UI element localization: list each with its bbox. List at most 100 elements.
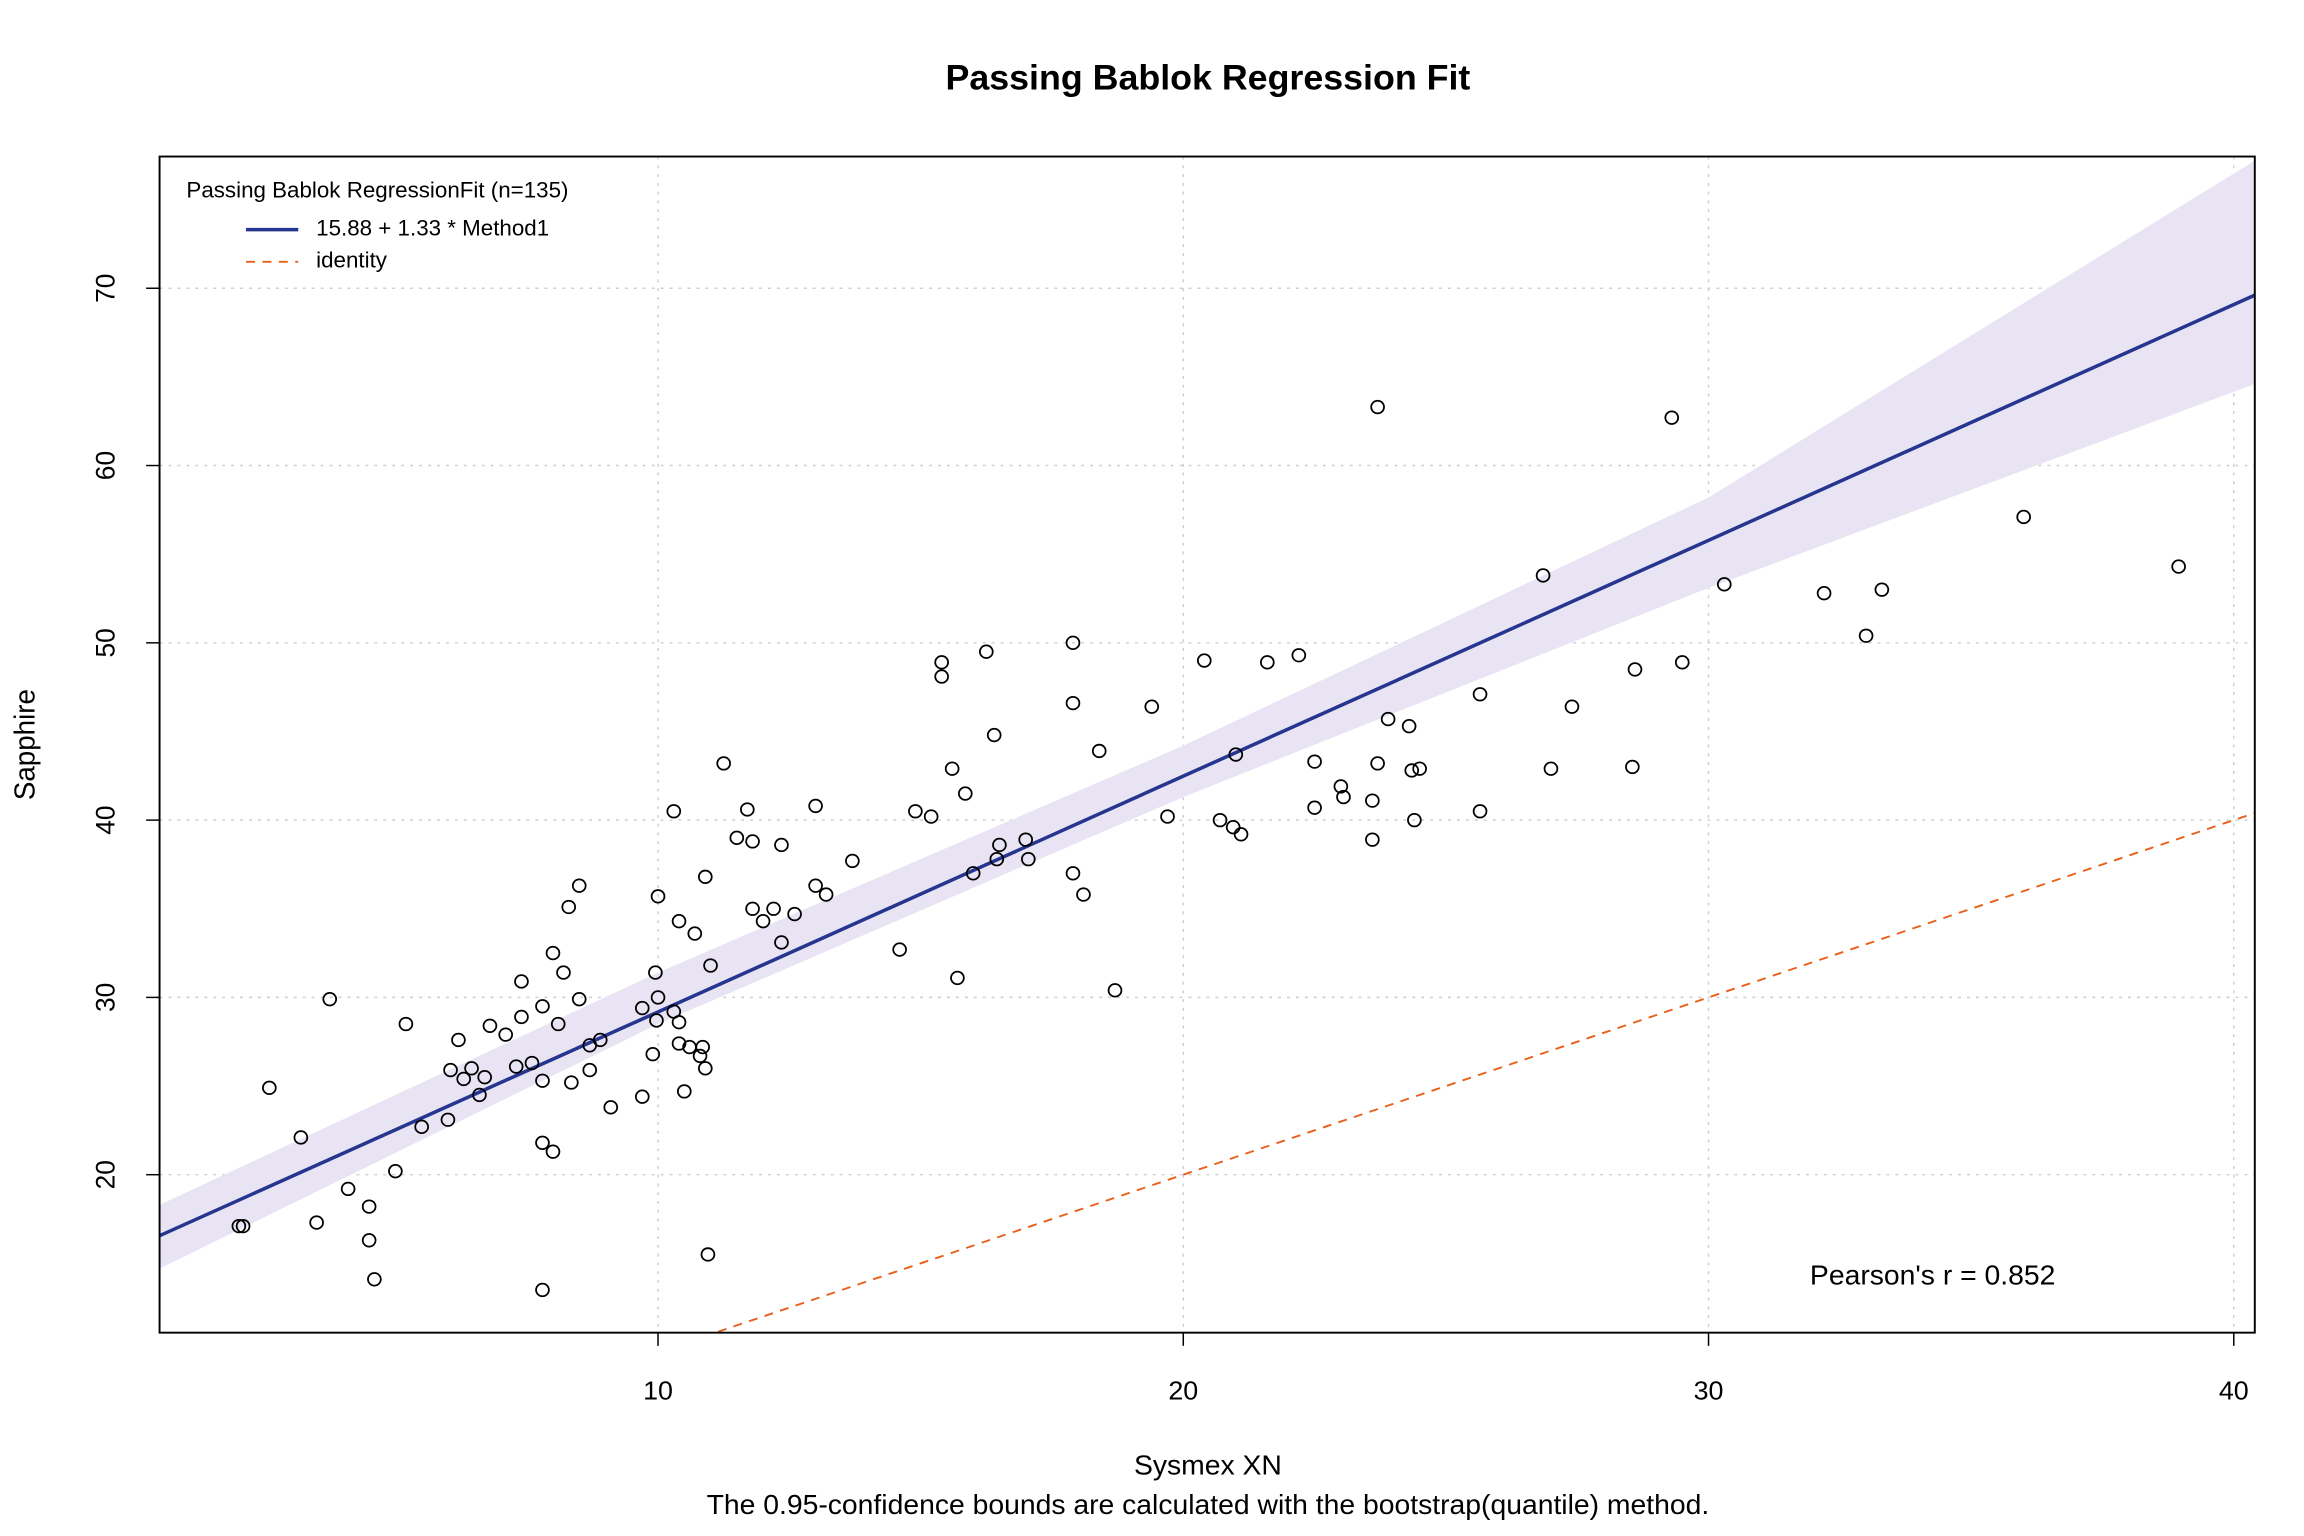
point [1664,410,1680,425]
point [703,958,718,973]
point [477,1070,493,1085]
point [1472,804,1488,819]
point [1260,655,1275,670]
point [1307,800,1322,815]
point [603,1100,619,1115]
point [514,974,529,989]
point [1716,577,1732,592]
point [818,887,834,902]
point [472,1087,487,1103]
point [1333,779,1349,794]
point [1021,851,1036,867]
point [514,1009,529,1025]
point [1370,756,1385,771]
point [1091,743,1107,759]
point [1816,586,1832,601]
point [556,965,571,980]
regression-line [712,812,2255,1333]
point [1625,759,1640,775]
point [676,1084,692,1099]
point [398,1016,414,1032]
point [508,1059,524,1074]
point [979,644,994,659]
point [740,802,755,817]
y-tick-label: 20 [90,1160,120,1189]
point [1291,648,1307,663]
x-tick-label: 10 [643,1376,673,1406]
point [1401,718,1417,734]
legend-title: Passing Bablok RegressionFit (n=135) [186,178,568,203]
y-tick-label: 50 [90,628,120,657]
point [1065,866,1081,881]
point [666,804,682,819]
point [1564,699,1580,714]
point [340,1181,356,1197]
annotation: Pearson's r = 0.852 [1810,1260,2055,1291]
point [1225,820,1241,835]
point [1076,887,1091,902]
point [697,1061,713,1076]
point [908,804,923,819]
point [986,727,1002,743]
point [1065,635,1081,650]
point [1144,699,1160,714]
point [456,1071,471,1087]
point [571,878,587,893]
point [774,935,789,950]
point [697,869,713,885]
point [944,761,960,776]
point [989,851,1005,867]
point [1412,761,1427,776]
point [787,906,802,922]
x-axis-label: Sysmex XN [1134,1450,1282,1481]
y-tick-label: 60 [90,451,120,480]
point [634,1000,650,1016]
point [934,669,949,684]
point [1674,655,1690,670]
point [716,756,731,771]
point [645,1046,661,1062]
point [845,853,860,869]
point [950,970,965,986]
point [1196,653,1212,668]
point [1543,761,1559,776]
point [361,1199,377,1214]
y-tick-label: 40 [90,805,120,834]
point [923,809,939,824]
point [1228,747,1244,762]
point [1233,827,1249,842]
point [934,655,949,670]
point [1212,812,1228,828]
point [766,901,781,916]
point [309,1215,324,1230]
point [700,1247,716,1262]
plot-frame [158,155,2256,1334]
point [231,1218,247,1234]
point [498,1027,514,1042]
point [745,901,760,916]
point [1307,754,1322,769]
point [671,1036,687,1051]
point [745,834,760,849]
y-tick-label: 70 [90,274,120,303]
y-axis-label: Sapphire [9,689,40,800]
legend-label: 15.88 + 1.33 * Method1 [316,216,549,241]
point [550,1016,566,1032]
point [561,899,577,915]
point [262,1080,277,1095]
point [957,786,973,801]
point [564,1075,579,1090]
point [650,990,666,1005]
point [571,992,587,1007]
point [695,1039,710,1055]
point [729,830,745,846]
point [1858,628,1874,643]
point [535,1135,550,1150]
point [1627,662,1643,677]
point [322,992,338,1007]
point [1472,687,1488,702]
point [361,1233,377,1248]
regression-line [159,293,2255,1238]
point [535,999,550,1014]
